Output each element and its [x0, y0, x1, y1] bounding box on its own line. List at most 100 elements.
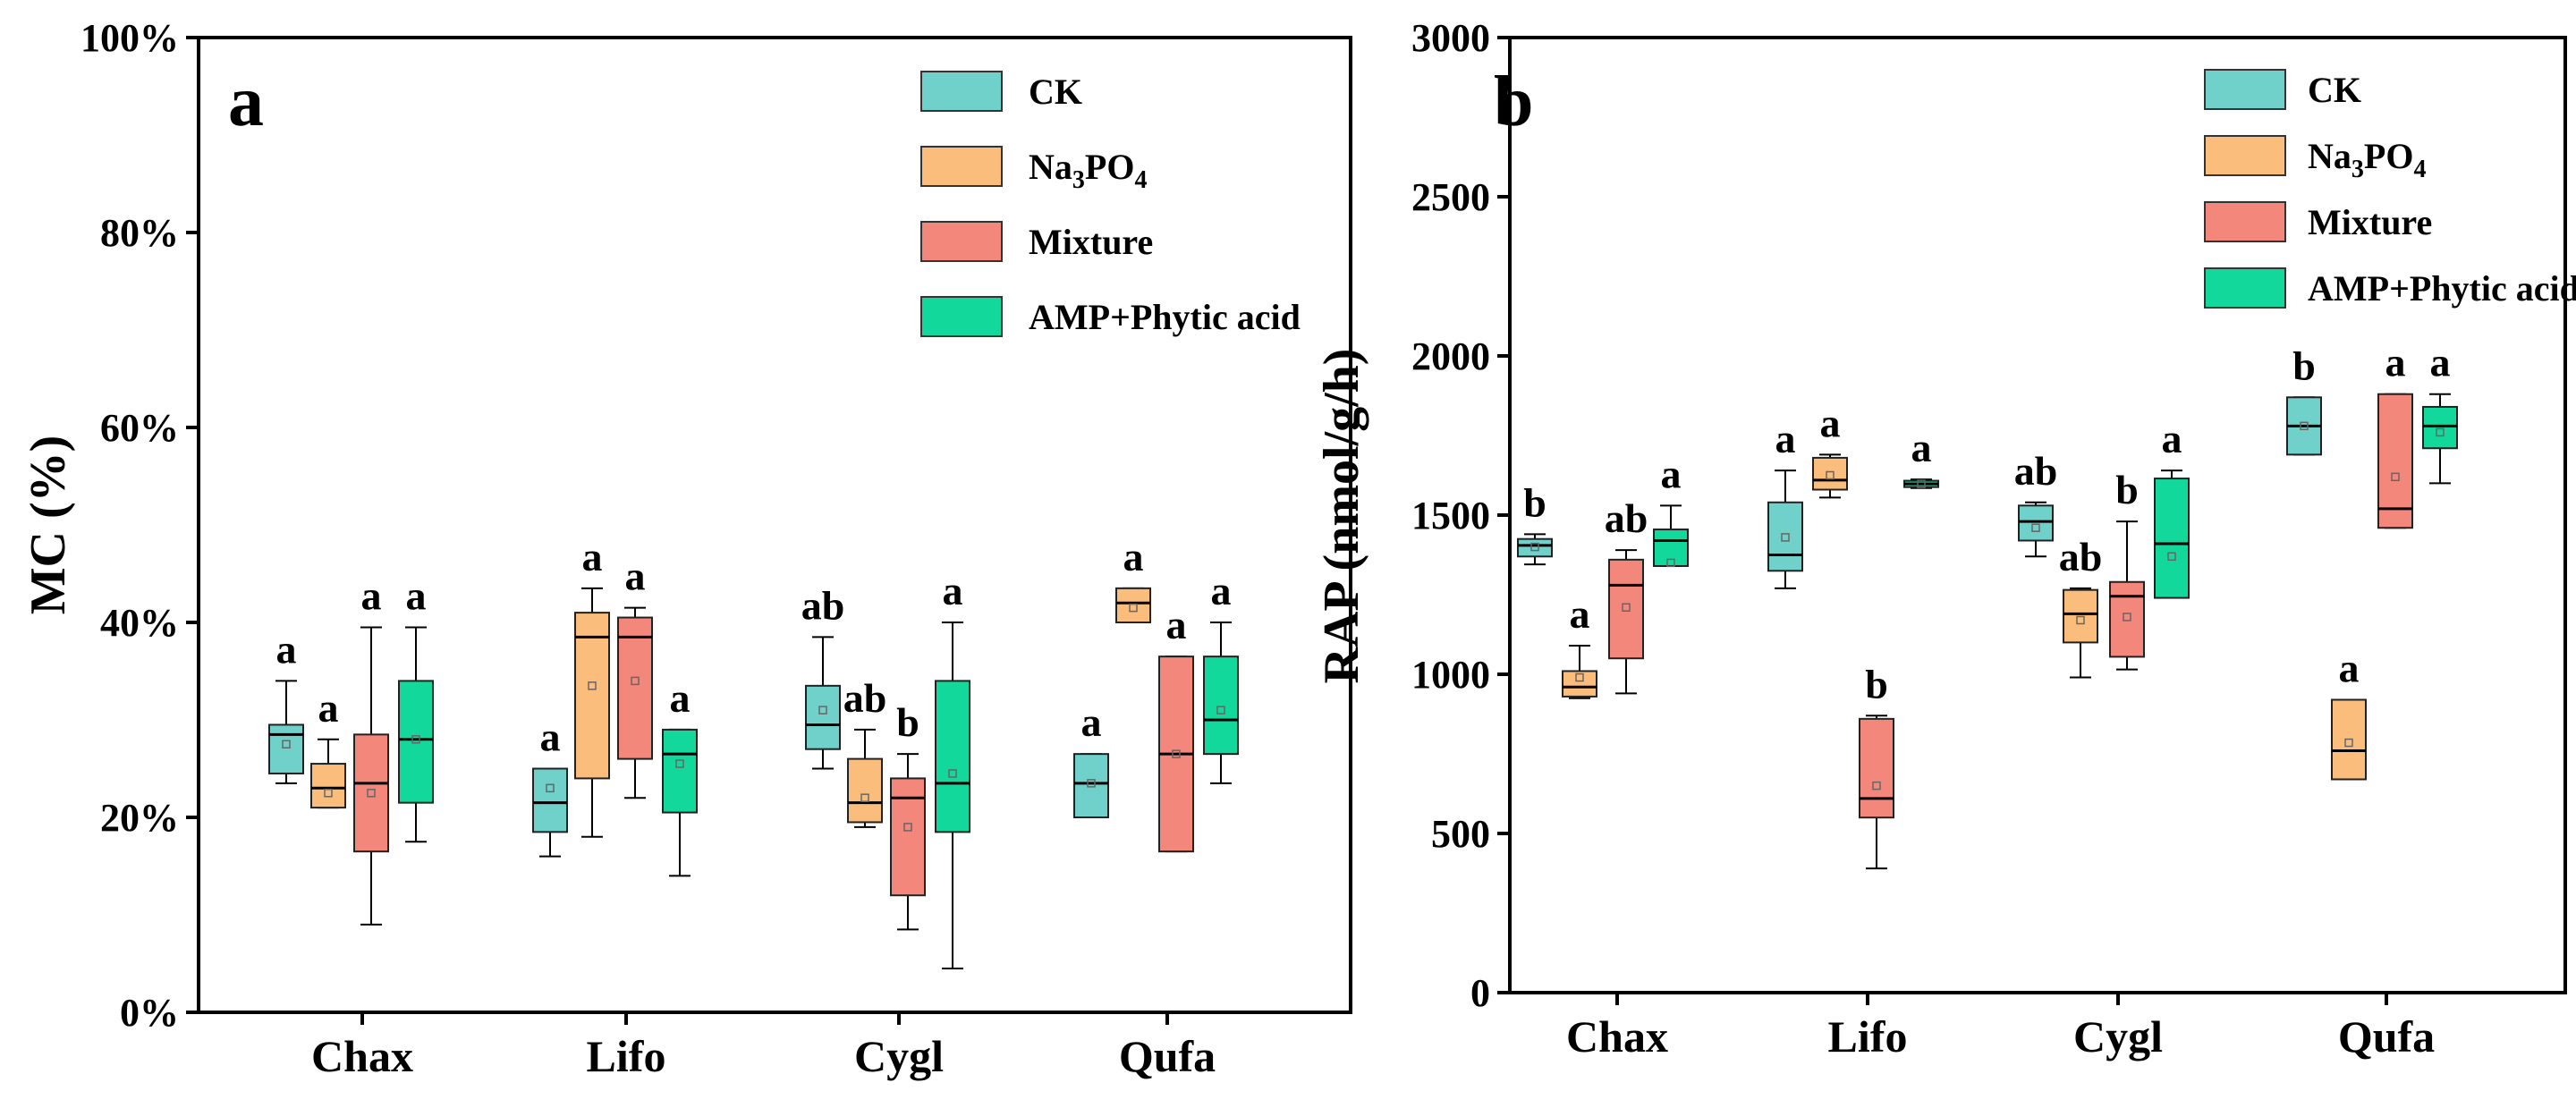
significance-letter: a	[2162, 416, 2182, 461]
box-plot: ab	[801, 582, 845, 770]
legend-item: Mixture	[2204, 201, 2432, 242]
mean-marker	[282, 740, 291, 749]
significance-letter: a	[670, 675, 691, 721]
significance-letter: a	[2339, 645, 2360, 690]
box-plot: ab	[843, 675, 887, 828]
box-iqr	[935, 680, 970, 833]
mean-marker	[1172, 749, 1181, 758]
y-tick-label: 0	[1470, 971, 1490, 1015]
box-plot: a	[353, 572, 389, 926]
significance-letter: a	[361, 572, 382, 618]
mean-marker	[588, 681, 597, 690]
mean-marker	[818, 706, 827, 715]
box-iqr	[1653, 529, 1689, 567]
panel-b-y-ticks: 0 500 1000 1500 2000 2500 3000	[1411, 16, 1510, 1015]
panel-b-label: b	[1494, 63, 1534, 141]
significance-letter: a	[1166, 602, 1187, 647]
significance-letter: ab	[801, 582, 845, 628]
x-tick-label: Cygl	[854, 1031, 944, 1081]
mean-marker	[1917, 479, 1926, 488]
legend-label-sub: 3	[2351, 156, 2364, 183]
box-plot: b	[2286, 343, 2322, 456]
significance-letter: a	[1081, 699, 1102, 745]
legend-label: Mixture	[1029, 222, 1153, 262]
significance-letter: a	[943, 568, 963, 613]
y-tick-label: 1500	[1411, 494, 1490, 537]
mean-marker	[675, 759, 684, 768]
y-tick-label: 1000	[1411, 653, 1490, 697]
box-plot: a	[1073, 699, 1109, 819]
box-iqr	[1115, 587, 1151, 623]
box-plot: a	[2377, 340, 2413, 529]
mean-marker	[631, 676, 640, 686]
significance-letter: a	[625, 554, 646, 599]
panel-a-x-ticks: Chax Lifo Cygl Qufa	[311, 1012, 1216, 1081]
legend-swatch	[2204, 69, 2286, 110]
box-plot: a	[1158, 602, 1194, 853]
x-tick-label: Chax	[311, 1031, 413, 1081]
legend-label-sub: 3	[1072, 166, 1085, 194]
significance-letter: b	[1865, 661, 1888, 706]
box-plot: b	[890, 699, 926, 931]
x-tick-label: Chax	[1566, 1011, 1668, 1061]
box-plot: a	[574, 534, 610, 838]
mean-marker	[2167, 552, 2176, 562]
box-plot: ab	[2059, 534, 2102, 679]
y-tick-label: 80%	[100, 211, 179, 255]
x-tick-label: Qufa	[1119, 1031, 1216, 1081]
mean-marker	[1129, 603, 1138, 613]
mean-marker	[2436, 427, 2445, 437]
box-iqr	[1812, 456, 1848, 491]
box-iqr	[1517, 537, 1553, 558]
box-iqr	[2154, 478, 2190, 599]
mean-marker	[1666, 558, 1675, 568]
mean-marker	[860, 793, 869, 802]
box-iqr	[2018, 504, 2054, 542]
y-tick-label: 500	[1431, 812, 1490, 856]
significance-letter: ab	[1605, 495, 1648, 541]
significance-letter: ab	[843, 675, 887, 721]
panel-a-label: a	[228, 63, 264, 141]
legend-swatch	[920, 296, 1003, 337]
mean-marker	[2123, 613, 2131, 622]
legend-item: Mixture	[920, 221, 1153, 262]
box-plot: a	[2154, 416, 2190, 599]
panel-a-y-ticks: 0% 20% 40% 60% 80% 100%	[80, 16, 199, 1035]
mean-marker	[2391, 472, 2400, 482]
legend-label: AMP+Phytic acid	[2308, 268, 2576, 309]
mean-marker	[2300, 421, 2309, 431]
legend-item: AMP+Phytic acid	[920, 296, 1301, 337]
box-iqr	[2422, 405, 2458, 450]
significance-letter: a	[1211, 568, 1232, 613]
box-iqr	[1767, 501, 1803, 572]
significance-letter: a	[1661, 451, 1682, 496]
x-tick-label: Lifo	[587, 1031, 666, 1081]
significance-letter: a	[2430, 340, 2451, 385]
y-tick-label: 40%	[100, 601, 179, 645]
legend-swatch	[920, 71, 1003, 112]
box-plot: a	[662, 675, 698, 877]
significance-letter: a	[406, 572, 427, 618]
box-plot: a	[310, 685, 346, 809]
box-plot: a	[1115, 534, 1151, 623]
box-plot: b	[1517, 479, 1553, 566]
y-tick-label: 2000	[1411, 334, 1490, 378]
panel-b-y-axis-title: RAP (nmol/g/h)	[1314, 349, 1369, 684]
box-iqr	[2377, 393, 2413, 529]
significance-letter: a	[1570, 591, 1590, 637]
panel-a-y-axis-title: MC (%)	[21, 436, 76, 615]
legend-label-sub: 4	[1134, 166, 1147, 194]
legend-swatch	[2204, 201, 2286, 242]
mean-marker	[324, 789, 333, 798]
y-tick-label: 100%	[80, 16, 179, 60]
legend-swatch	[2204, 135, 2286, 176]
significance-letter: b	[896, 699, 919, 745]
mean-marker	[1622, 603, 1631, 612]
y-tick-label: 2500	[1411, 175, 1490, 219]
legend-label: Mixture	[2308, 202, 2432, 242]
panel-b-x-ticks: Chax Lifo Cygl Qufa	[1566, 993, 2435, 1061]
box-iqr	[574, 612, 610, 780]
mean-marker	[367, 789, 376, 798]
